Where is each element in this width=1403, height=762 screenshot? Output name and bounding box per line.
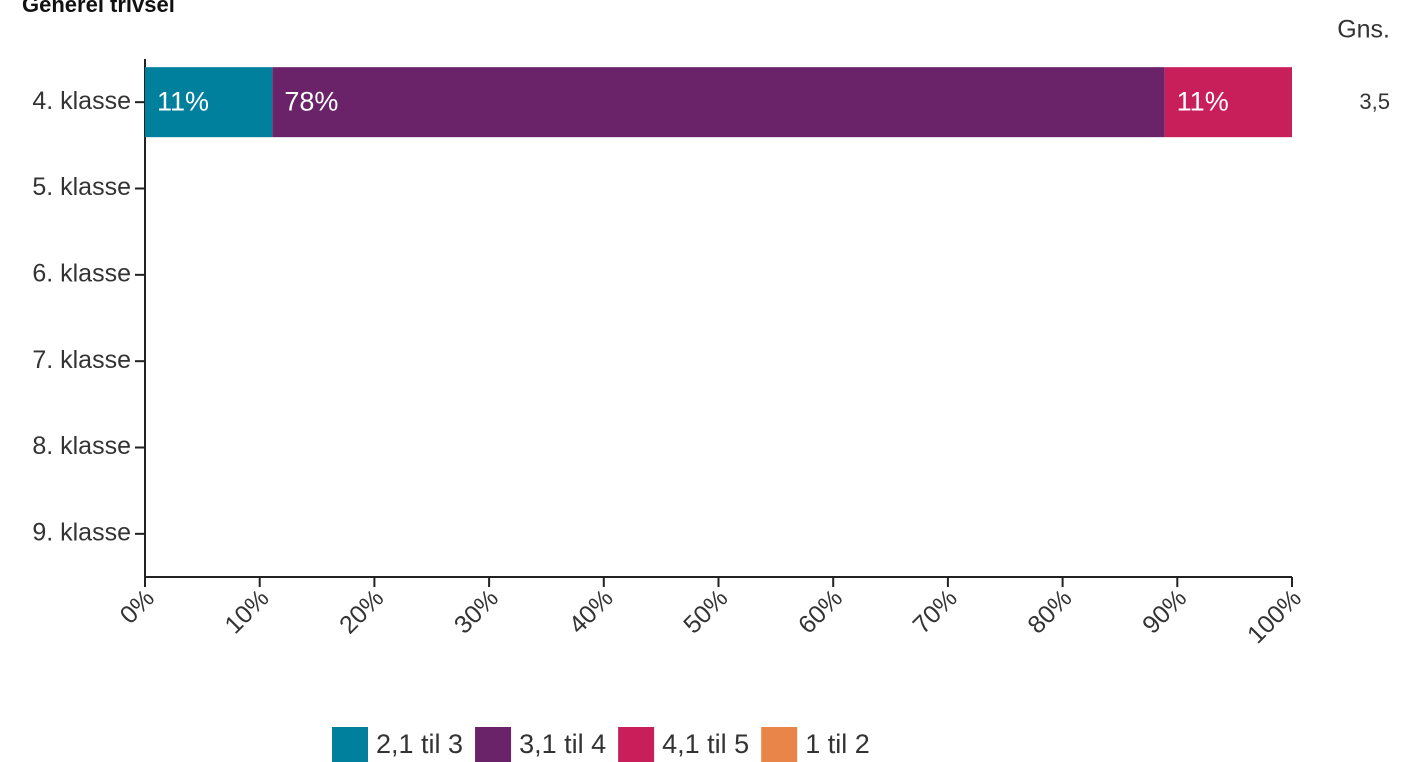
x-tick-label: 30% <box>449 584 504 639</box>
x-tick-label: 10% <box>219 584 274 639</box>
x-tick-label: 70% <box>908 584 963 639</box>
y-tick-label: 4. klasse <box>32 87 131 115</box>
legend-label: 1 til 2 <box>805 729 870 759</box>
x-tick-label: 80% <box>1022 584 1077 639</box>
data-label: 78% <box>284 86 338 116</box>
x-tick-label: 100% <box>1242 584 1307 649</box>
y-tick-label: 9. klasse <box>32 518 131 546</box>
legend-label: 4,1 til 5 <box>662 729 749 759</box>
data-label: 11% <box>1177 86 1229 116</box>
legend-label: 2,1 til 3 <box>376 729 463 759</box>
x-tick-label: 90% <box>1137 584 1192 639</box>
y-tick-label: 7. klasse <box>32 346 131 374</box>
x-tick-label: 50% <box>678 584 733 639</box>
legend-label: 3,1 til 4 <box>519 729 606 759</box>
bar-segment <box>145 67 273 138</box>
bar-segment <box>272 67 1165 138</box>
legend-swatch <box>475 727 512 762</box>
bar-segment <box>1164 67 1292 138</box>
legend-swatch <box>332 727 368 762</box>
y-tick-label: 6. klasse <box>32 259 131 287</box>
data-label: 11% <box>157 86 209 116</box>
x-tick-label: 20% <box>334 584 389 639</box>
x-tick-label: 40% <box>564 584 619 639</box>
legend-swatch <box>618 727 655 762</box>
chart-title: Generel trivsel <box>22 0 175 17</box>
y-tick-label: 5. klasse <box>32 173 131 201</box>
y-tick-label: 8. klasse <box>32 432 131 460</box>
legend-swatch <box>761 727 798 762</box>
x-tick-label: 60% <box>793 584 848 639</box>
average-header: Gns. <box>1337 16 1390 44</box>
x-tick-label: 0% <box>115 584 160 629</box>
average-value: 3,5 <box>1359 89 1390 114</box>
